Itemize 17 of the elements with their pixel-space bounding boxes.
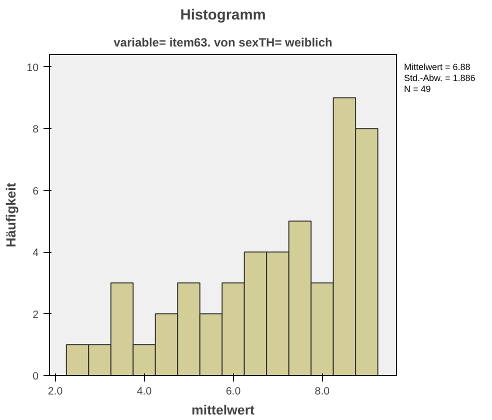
text: N = 49 [404,84,431,94]
y-tick-label: 6 [32,185,39,198]
chart-subtitle: variable= item63. von sexTH= weiblich [114,36,332,50]
y-tick-label: 10 [26,62,39,74]
x-tick-label: 8.0 [314,386,330,398]
x-tick-label: 2.0 [48,386,63,398]
y-tick-label: 2 [32,308,39,321]
chart-title: Histogramm [180,8,266,24]
x-axis-title: mittelwert [192,402,256,418]
x-tick-label: 4.0 [136,386,152,398]
y-axis-title: Häufigkeit [4,182,19,248]
text: Mittelwert = 6.88 [404,62,470,72]
text: Std.-Abw. = 1.886 [404,73,476,83]
y-tick-label: 4 [32,247,39,260]
y-tick-label: 8 [32,124,39,136]
y-tick-label: 0 [32,370,39,382]
x-tick-label: 6.0 [226,386,241,398]
